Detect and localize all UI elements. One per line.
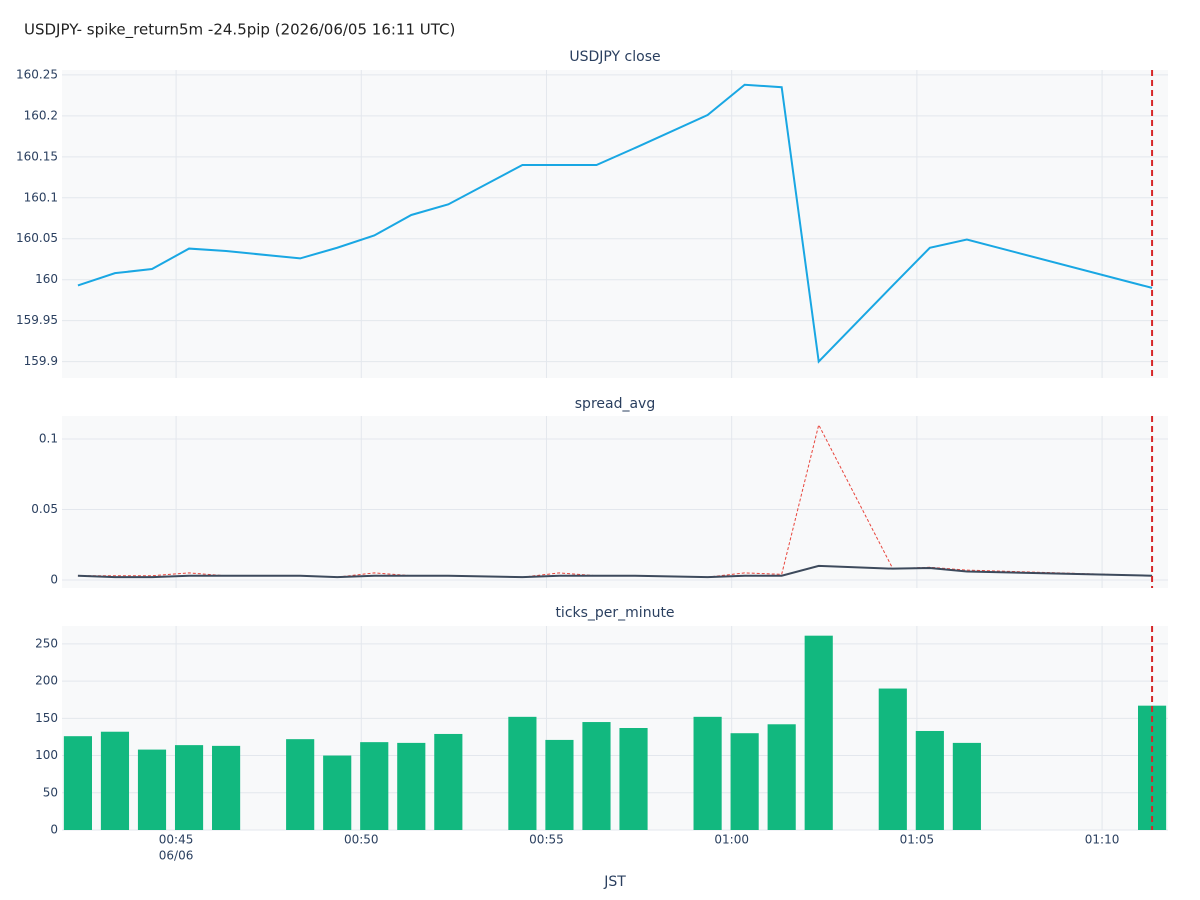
bar — [212, 745, 241, 830]
y-tick-label: 160 — [35, 272, 58, 286]
line-series — [77, 564, 1153, 579]
y-tick-label: 150 — [35, 711, 58, 725]
plot-background — [62, 626, 1168, 830]
subplot-title: spread_avg — [575, 396, 655, 412]
bar — [63, 736, 93, 830]
subplot-title: USDJPY close — [569, 49, 660, 65]
x-axis-label: JST — [603, 874, 626, 890]
plot-background — [62, 416, 1168, 588]
bar — [545, 739, 574, 830]
x-tick-label: 00:50 — [344, 833, 379, 847]
bar — [619, 728, 648, 830]
y-tick-label: 160.25 — [16, 67, 58, 81]
bar — [582, 722, 611, 830]
y-tick-label: 50 — [43, 785, 58, 799]
x-tick-label: 00:45 — [159, 833, 194, 847]
bar — [767, 724, 796, 830]
y-tick-label: 0 — [50, 823, 58, 837]
bar — [878, 688, 907, 830]
y-tick-label: 160.2 — [24, 108, 58, 122]
bar — [174, 745, 204, 830]
bar — [952, 742, 981, 830]
line-series — [77, 83, 1153, 364]
plot-background — [62, 70, 1168, 378]
bar — [100, 731, 130, 830]
subplot-title: ticks_per_minute — [555, 605, 674, 621]
y-tick-label: 250 — [35, 636, 58, 650]
bar — [434, 733, 463, 830]
bar — [915, 730, 944, 830]
bar — [323, 755, 352, 830]
x-tick-label: 01:00 — [714, 833, 749, 847]
y-tick-label: 0.05 — [31, 502, 58, 516]
bar — [286, 739, 315, 830]
bar — [360, 742, 389, 830]
bar — [508, 716, 537, 830]
y-tick-label: 100 — [35, 748, 58, 762]
bar — [693, 716, 722, 830]
bar — [804, 635, 833, 830]
y-tick-label: 159.95 — [16, 313, 58, 327]
x-date-label: 06/06 — [159, 849, 194, 863]
bar — [397, 742, 426, 830]
y-tick-label: 200 — [35, 674, 58, 688]
x-tick-label: 00:55 — [529, 833, 564, 847]
y-tick-label: 160.05 — [16, 231, 58, 245]
bar — [730, 733, 759, 830]
x-tick-label: 01:10 — [1085, 833, 1120, 847]
y-tick-label: 159.9 — [24, 354, 58, 368]
y-tick-label: 0.1 — [39, 431, 58, 445]
y-tick-label: 160.1 — [24, 190, 58, 204]
y-tick-label: 0 — [50, 572, 58, 586]
page-title: USDJPY- spike_return5m -24.5pip (2026/06… — [24, 21, 455, 40]
x-tick-label: 01:05 — [900, 833, 935, 847]
bar — [137, 749, 167, 830]
y-tick-label: 160.15 — [16, 149, 58, 163]
